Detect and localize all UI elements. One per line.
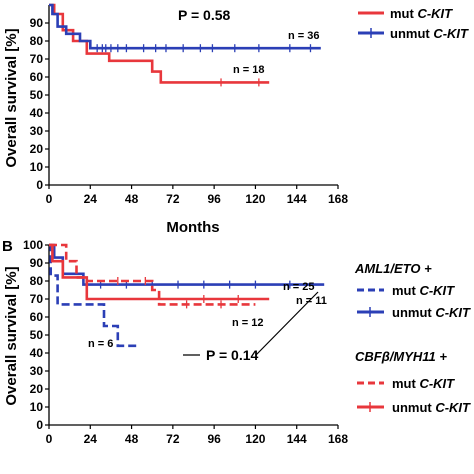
y-tick-label: 90 <box>30 16 44 30</box>
y-tick-label: 90 <box>30 256 44 270</box>
series-line <box>49 243 139 348</box>
y-tick-label: 0 <box>36 418 43 432</box>
panel-a-legend: mut C-KIT unmut C-KIT <box>358 6 469 41</box>
y-tick-label: 80 <box>30 274 44 288</box>
x-tick-label: 96 <box>207 432 221 446</box>
y-tick-label: 50 <box>30 328 44 342</box>
series-n-label: n = 11 <box>296 295 327 307</box>
y-tick-label: 80 <box>30 34 44 48</box>
x-tick-label: 24 <box>84 432 98 446</box>
x-tick-label: 168 <box>328 432 348 446</box>
series-line <box>49 243 325 286</box>
panel-a-p-value: P = 0.58 <box>178 7 231 23</box>
series-n-label: n = 6 <box>88 338 113 350</box>
panel-b-y-axis-label: Overall survival [%] <box>3 266 20 405</box>
panel-b-p-value: P = 0.14 <box>206 347 259 363</box>
x-tick-label: 0 <box>46 432 53 446</box>
x-tick-label: 144 <box>287 192 307 206</box>
legend-unmut-ckit-label: unmut C-KIT <box>390 26 469 41</box>
y-tick-label: 40 <box>30 106 44 120</box>
series-n-label: n = 25 <box>283 281 315 293</box>
y-tick-label: 50 <box>30 88 44 102</box>
legend-mut-ckit-label: mut C-KIT <box>390 6 453 21</box>
x-tick-label: 144 <box>287 432 307 446</box>
y-tick-label: 100 <box>23 238 43 252</box>
legend-aml1-eto-mut-label: mut C-KIT <box>392 283 455 298</box>
y-tick-label: 70 <box>30 292 44 306</box>
x-tick-label: 72 <box>166 432 180 446</box>
panel-a-x-axis-label: Months <box>166 219 219 236</box>
series-n-label: n = 18 <box>233 64 265 76</box>
legend-group-cbfb-myh11-title: CBFβ/MYH11 + <box>355 349 447 364</box>
panel-a-chart: Overall survival [%] 0 10 20 30 40 50 60 70 80 90… <box>3 3 348 206</box>
panel-a-axes: 0 10 20 30 40 50 60 70 80 90 0 24 48 72 96 120 144 168 <box>30 5 348 206</box>
y-tick-label: 20 <box>30 142 44 156</box>
panel-b-axes: 0 10 20 30 40 50 60 70 80 90 100 0 24 48 72 96 120 144 168 <box>23 238 348 446</box>
x-tick-label: 48 <box>125 432 139 446</box>
panel-b-chart: Overall survival [%] 0 10 20 30 40 50 60 70 80 90… <box>3 238 348 446</box>
panel-b-legend: AML1/ETO + mut C-KIT unmut C-KIT CBFβ/MY… <box>354 261 471 415</box>
x-tick-label: 48 <box>125 192 139 206</box>
x-tick-label: 72 <box>166 192 180 206</box>
x-tick-label: 120 <box>245 432 265 446</box>
panel-a-y-axis-label: Overall survival [%] <box>3 28 20 167</box>
x-tick-label: 24 <box>84 192 98 206</box>
series-line <box>49 243 270 301</box>
y-tick-label: 30 <box>30 364 44 378</box>
legend-aml1-eto-unmut-label: unmut C-KIT <box>392 305 471 320</box>
x-tick-label: 96 <box>207 192 221 206</box>
x-tick-label: 0 <box>46 192 53 206</box>
legend-group-aml1-eto-title: AML1/ETO + <box>354 261 432 276</box>
series-line <box>49 3 321 50</box>
panel-a-series: n = 18 n = 36 <box>49 3 321 87</box>
y-tick-label: 60 <box>30 310 44 324</box>
legend-cbfb-unmut-label: unmut C-KIT <box>392 400 471 415</box>
legend-cbfb-mut-label: mut C-KIT <box>392 376 455 391</box>
y-tick-label: 0 <box>36 178 43 192</box>
panel-b-letter: B <box>2 238 13 255</box>
series-n-label: n = 12 <box>232 317 264 329</box>
panel-b-series: n = 25 n = 6 n = 12 n = 11 <box>49 243 327 350</box>
y-tick-label: 70 <box>30 52 44 66</box>
panel-b-p-value-leader-line-2 <box>255 291 319 356</box>
y-tick-label: 30 <box>30 124 44 138</box>
y-tick-label: 60 <box>30 70 44 84</box>
y-tick-label: 10 <box>30 400 44 414</box>
y-tick-label: 10 <box>30 160 44 174</box>
y-tick-label: 40 <box>30 346 44 360</box>
series-n-label: n = 36 <box>288 30 320 42</box>
x-tick-label: 168 <box>328 192 348 206</box>
x-tick-label: 120 <box>245 192 265 206</box>
y-tick-label: 20 <box>30 382 44 396</box>
